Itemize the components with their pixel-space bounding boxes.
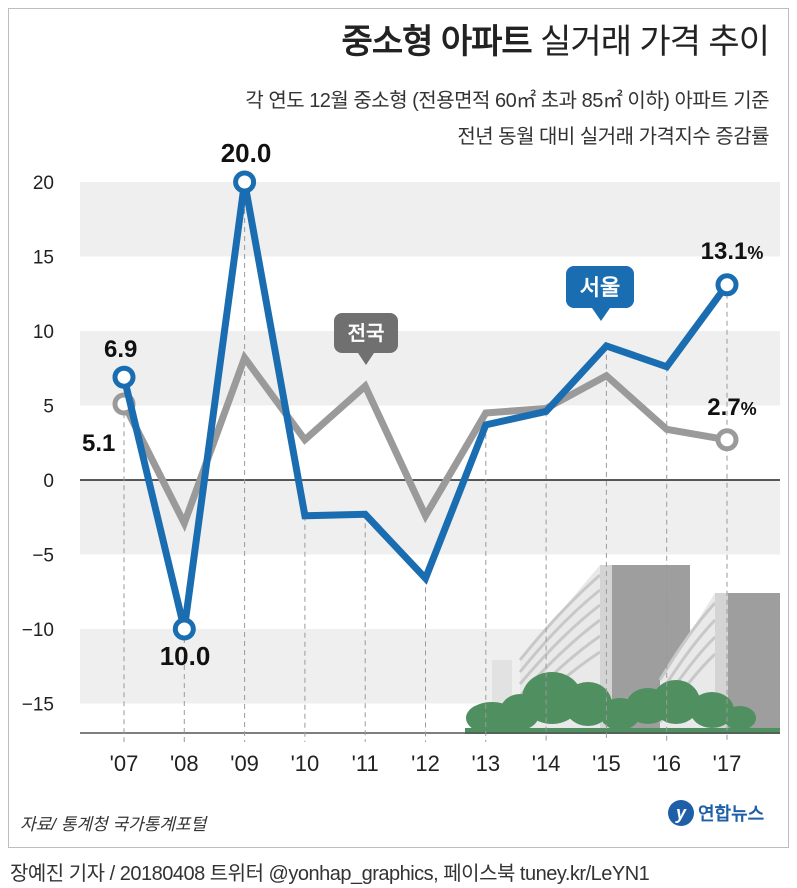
x-tick-label: '16: [652, 751, 681, 776]
callout-seoul-label: 서울: [580, 275, 620, 300]
label-seoul-min: 10.0: [160, 641, 211, 671]
yonhap-logo: y 연합뉴스: [668, 800, 764, 826]
y-tick-label: −10: [22, 620, 54, 641]
chart-title: 중소형 아파트 실거래 가격 추이: [341, 14, 770, 63]
data-point: [715, 273, 739, 297]
x-tick-label: '15: [592, 751, 621, 776]
grid-band: [80, 331, 780, 406]
callout-national-label: 전국: [348, 322, 385, 345]
label-seoul-first: 6.9: [104, 336, 137, 363]
x-tick-label: '07: [110, 751, 139, 776]
subtitle-line1: 각 연도 12월 중소형 (전용면적 60㎡ 초과 85㎡ 이하) 아파트 기준: [245, 90, 769, 112]
label-national-first: 5.1: [82, 430, 115, 457]
grid-band: [80, 182, 780, 257]
data-point: [715, 428, 739, 452]
y-tick-label: 10: [33, 322, 54, 343]
y-tick-label: −15: [22, 695, 54, 716]
data-point: [233, 170, 257, 194]
apartment-illustration: [80, 565, 780, 734]
x-tick-label: '12: [411, 751, 440, 776]
title-light: 실거래 가격 추이: [540, 23, 770, 61]
yonhap-logo-icon: y: [668, 800, 694, 826]
data-point: [112, 365, 136, 389]
label-seoul-last: 13.1: [701, 238, 748, 265]
yonhap-logo-text: 연합뉴스: [698, 804, 765, 824]
label-seoul-last-group: 13.1%: [701, 238, 764, 265]
y-tick-label: 5: [43, 397, 54, 418]
x-tick-label: '10: [291, 751, 320, 776]
y-tick-label: −5: [32, 546, 54, 567]
y-tick-label: 20: [33, 173, 54, 194]
label-national-last-group: 2.7%: [707, 394, 756, 421]
title-bold: 중소형 아파트: [341, 23, 533, 61]
label-seoul-last-unit: %: [747, 243, 763, 263]
x-tick-label: '14: [532, 751, 561, 776]
x-tick-label: '17: [713, 751, 742, 776]
x-tick-label: '11: [352, 751, 379, 776]
y-tick-label: 0: [43, 471, 54, 492]
x-tick-label: '09: [230, 751, 259, 776]
data-point: [172, 617, 196, 641]
y-tick-label: 15: [33, 248, 54, 269]
label-national-last: 2.7: [707, 394, 740, 421]
subtitle-line2: 전년 동월 대비 실거래 가격지수 증감률: [457, 126, 769, 148]
x-tick-label: '13: [471, 751, 500, 776]
label-national-last-unit: %: [741, 399, 757, 419]
source-note: 자료/ 통계청 국가통계포털: [20, 815, 207, 834]
callout-national: 전국: [334, 313, 398, 365]
label-seoul-max: 20.0: [221, 138, 272, 168]
x-tick-label: '08: [170, 751, 199, 776]
byline: 장예진 기자 / 20180408 트위터 @yonhap_graphics, …: [10, 863, 650, 885]
callout-seoul: 서울: [566, 266, 634, 321]
